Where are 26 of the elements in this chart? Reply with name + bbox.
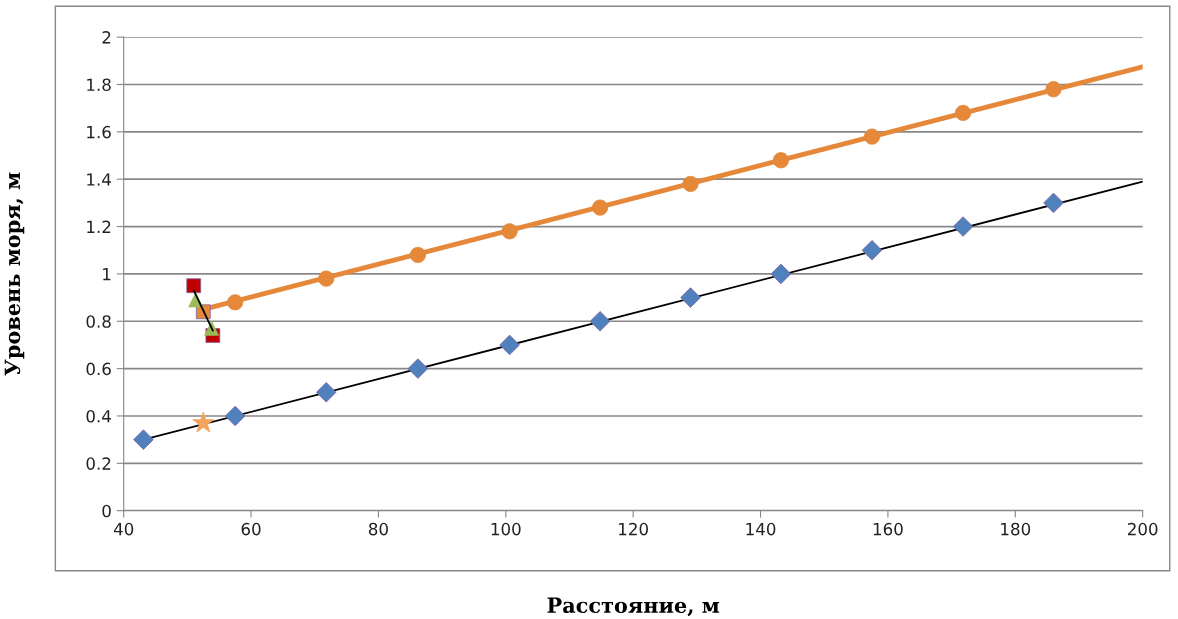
x-tick-label: 180 (1001, 522, 1031, 536)
point (952, 216, 974, 237)
y-tick-label: 0.4 (86, 409, 111, 423)
point (499, 334, 520, 356)
y-tick-label: 0 (102, 504, 111, 518)
x-axis-title: Расстояние, м (547, 597, 720, 617)
x-tick-label: 160 (873, 522, 903, 536)
x-tick-label: 80 (368, 522, 388, 536)
x-tick-label: 60 (241, 522, 261, 536)
x-tick-label: 200 (1127, 522, 1158, 536)
y-tick-label: 0.8 (86, 315, 111, 328)
y-tick-label: 0.2 (86, 457, 111, 470)
y-tick-label: 1 (103, 268, 111, 281)
x-tick-label: 100 (491, 522, 521, 536)
point (407, 358, 429, 379)
y-tick-label: 2 (102, 31, 111, 44)
y-tick-label: 1.8 (87, 78, 111, 92)
y-tick-label: 1.2 (87, 220, 111, 233)
point (861, 239, 883, 261)
y-tick-label: 1.4 (87, 173, 111, 186)
y-tick-label: 0.6 (86, 362, 111, 376)
y-tick-label: 1.6 (87, 125, 111, 139)
x-tick-label: 140 (746, 522, 776, 536)
y-axis-title: Уровень моря, м (4, 172, 25, 376)
x-tick-label: 120 (619, 522, 648, 536)
x-tick-label: 40 (113, 522, 134, 536)
